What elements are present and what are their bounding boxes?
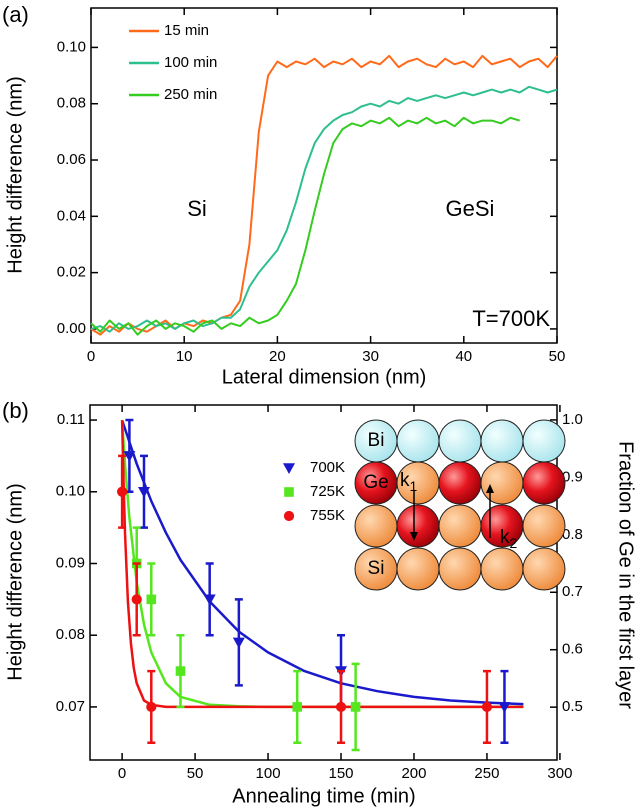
y-tick-label: 0.00 [57, 320, 86, 337]
region-label: Si [187, 196, 207, 221]
x-tick-label: 50 [187, 765, 204, 782]
atom [480, 547, 524, 591]
fit-curve [120, 420, 524, 709]
marker [137, 486, 150, 498]
atom-label: Ge [363, 472, 388, 493]
data-line [90, 85, 558, 333]
temperature-label: T=700K [472, 306, 550, 331]
x-tick-label: 40 [455, 348, 472, 365]
x-tick-label: 10 [176, 348, 193, 365]
atom [438, 419, 482, 463]
x-axis-title: Annealing time (min) [232, 785, 415, 807]
legend-label: 700K [310, 459, 345, 476]
legend-marker [283, 463, 295, 474]
marker [498, 702, 511, 713]
atom [396, 419, 440, 463]
marker [203, 594, 216, 606]
arrowhead [410, 532, 418, 541]
atom [438, 461, 482, 505]
atom [522, 504, 566, 548]
x-tick-label: 20 [269, 348, 286, 365]
y2-tick-label: 0.7 [562, 583, 583, 600]
legend-label: 250 min [164, 86, 217, 103]
legend-label: 725K [310, 483, 345, 500]
y2-tick-label: 0.9 [562, 468, 583, 485]
rate-constant: k1 [400, 470, 418, 494]
rate-constant: k2 [500, 527, 518, 551]
rate-index: 2 [510, 535, 518, 551]
y-tick-label: 0.06 [57, 151, 86, 168]
panel-label: (a) [2, 2, 29, 27]
atom [480, 419, 524, 463]
atom [396, 504, 440, 548]
y-tick-label: 0.07 [56, 698, 85, 715]
legend-label: 15 min [164, 22, 209, 39]
x-axis-title: Lateral dimension (nm) [222, 366, 427, 388]
atom [354, 504, 398, 548]
y2-tick-label: 0.8 [562, 526, 583, 543]
panel-label: (b) [2, 398, 29, 423]
marker [232, 637, 245, 649]
atom-label: Si [368, 558, 385, 579]
marker [131, 594, 142, 605]
marker [350, 702, 361, 712]
marker [175, 666, 186, 676]
y2-tick-label: 1.0 [562, 411, 583, 428]
legend-marker [283, 510, 295, 522]
atom [522, 461, 566, 505]
fit-curve [120, 419, 524, 706]
x-tick-label: 150 [328, 765, 353, 782]
x-tick-label: 0 [87, 348, 95, 365]
x-tick-label: 200 [401, 765, 426, 782]
x-tick-label: 250 [474, 765, 499, 782]
atom [480, 461, 524, 505]
data-line [90, 54, 558, 336]
y-tick-label: 0.11 [57, 411, 85, 428]
marker [146, 701, 157, 713]
data-line [90, 116, 520, 336]
y2-tick-label: 0.5 [562, 698, 583, 715]
y-tick-label: 0.04 [57, 207, 86, 224]
rate-symbol: k [400, 470, 410, 491]
plot-frame [90, 7, 558, 344]
marker [292, 702, 303, 712]
marker [335, 701, 347, 713]
legend-marker [284, 487, 294, 497]
rate-index: 1 [410, 478, 418, 494]
x-tick-label: 50 [549, 348, 566, 365]
marker [146, 594, 157, 605]
y2-tick-label: 0.6 [562, 641, 583, 658]
marker [117, 486, 128, 497]
y-tick-label: 0.02 [57, 264, 86, 281]
y-axis-title: Height difference (nm) [4, 76, 26, 274]
y-tick-label: 0.10 [56, 483, 85, 500]
x-tick-label: 300 [547, 765, 572, 782]
legend-label: 100 min [164, 54, 217, 71]
y-tick-label: 0.09 [56, 554, 85, 571]
atom [522, 419, 566, 463]
arrowhead [486, 484, 494, 493]
y-tick-label: 0.10 [57, 38, 86, 55]
rate-symbol: k [500, 527, 510, 548]
atom [438, 504, 482, 548]
atom [438, 547, 482, 591]
atom [396, 547, 440, 591]
y-tick-label: 0.08 [56, 626, 85, 643]
y2-axis-title: Fraction of Ge in the first layer [615, 441, 637, 709]
marker [481, 701, 493, 713]
marker [123, 451, 136, 462]
y-axis-title: Height difference (nm) [4, 483, 26, 681]
x-tick-label: 0 [118, 765, 126, 782]
atom-label: Bi [368, 430, 385, 451]
y-tick-label: 0.08 [57, 95, 86, 112]
atom [522, 547, 566, 591]
legend-label: 755K [310, 507, 345, 524]
x-tick-label: 30 [362, 348, 379, 365]
region-label: GeSi [446, 196, 495, 221]
x-tick-label: 100 [256, 765, 281, 782]
